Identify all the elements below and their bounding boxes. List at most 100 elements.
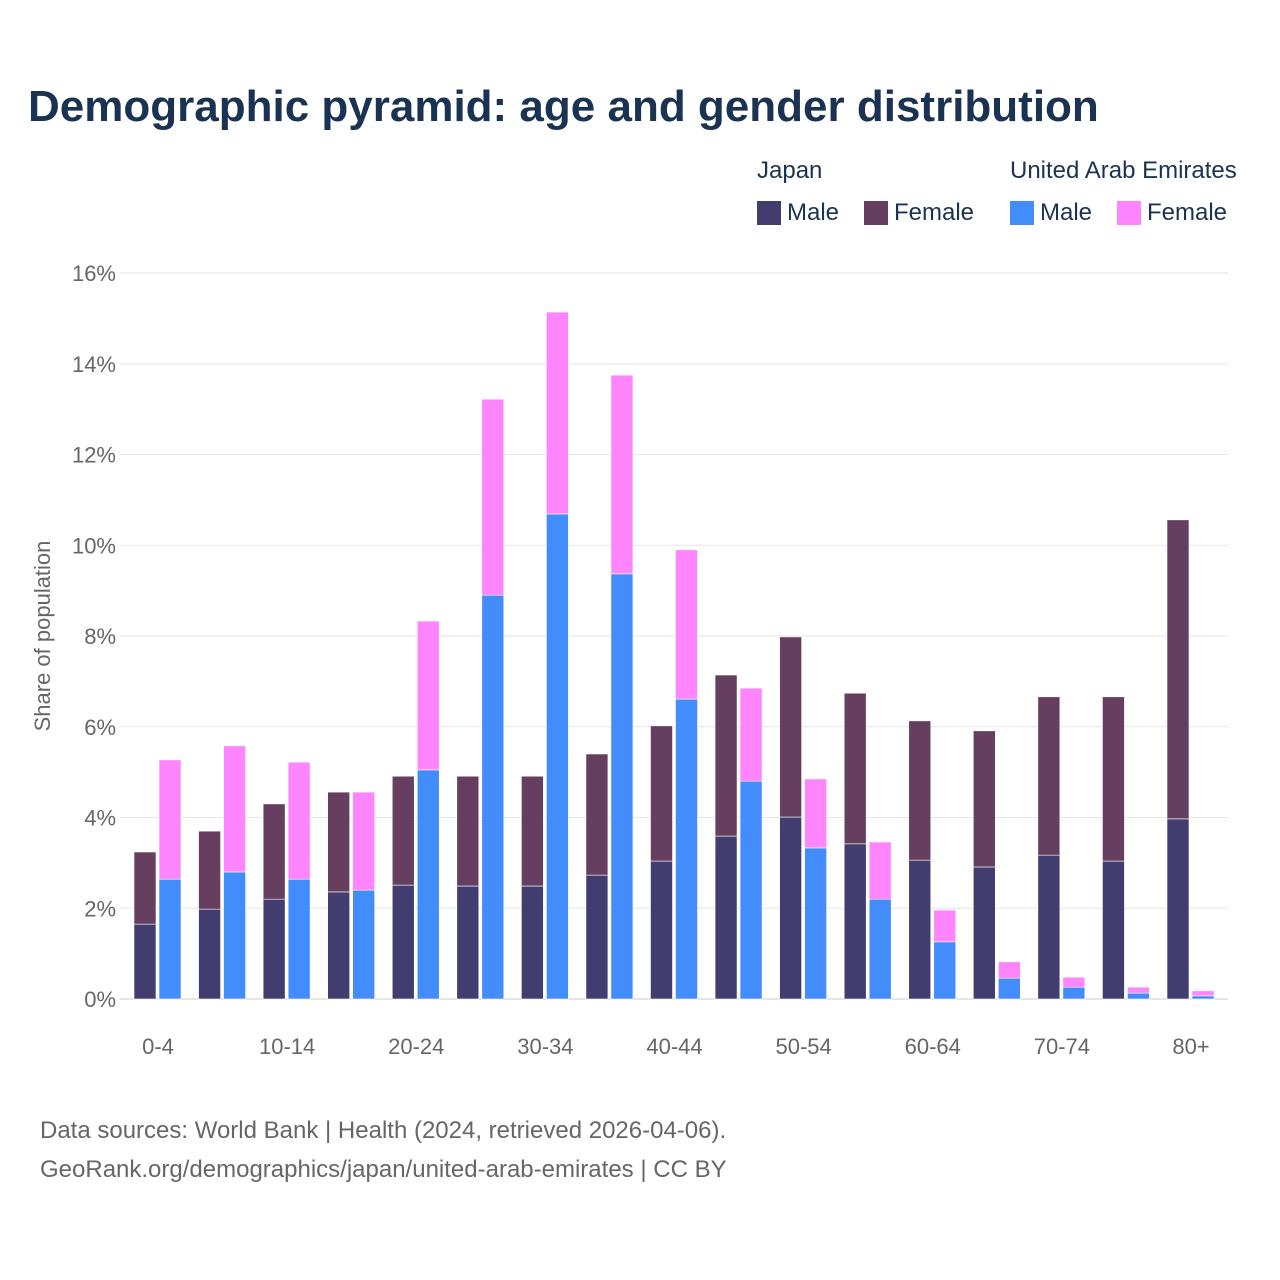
chart-title: Demographic pyramid: age and gender dist… (28, 82, 1099, 131)
bar-japan-female-15-19 (327, 791, 350, 893)
bar-japan-male-35-39 (585, 874, 609, 1000)
bar-japan-female-25-29 (456, 775, 480, 887)
bar-united-arab-emirates-male-60-64 (933, 941, 957, 1000)
bar-united-arab-emirates-male-10-14 (287, 878, 311, 1000)
bar-japan-female-70-74 (1037, 696, 1061, 856)
bar-united-arab-emirates-female-65-69 (998, 961, 1021, 979)
bar-japan-male-65-69 (973, 866, 996, 1000)
bar-united-arab-emirates-male-75-79 (1127, 992, 1150, 1000)
y-tick-label: 0% (84, 987, 116, 1012)
bar-japan-female-80+ (1166, 519, 1190, 820)
x-tick-label: 30-34 (517, 1034, 573, 1059)
legend-japan-female[interactable]: Female (864, 199, 974, 227)
y-tick-label: 16% (72, 261, 116, 286)
y-tick-label: 6% (84, 715, 116, 740)
bar-united-arab-emirates-male-80+ (1191, 995, 1215, 1000)
bar-united-arab-emirates-female-10-14 (287, 761, 311, 880)
bar-united-arab-emirates-female-25-29 (481, 398, 505, 596)
bar-japan-male-50-54 (779, 816, 802, 1000)
bar-japan-male-55-59 (843, 843, 867, 1000)
bar-united-arab-emirates-female-80+ (1191, 990, 1215, 997)
bar-united-arab-emirates-female-55-59 (868, 841, 892, 900)
y-axis-label: Share of population (30, 541, 55, 732)
bar-united-arab-emirates-male-35-39 (610, 573, 634, 1000)
legend-swatch (1117, 201, 1141, 225)
legend-uae-male[interactable]: Male (1010, 199, 1092, 227)
bar-japan-female-75-79 (1102, 696, 1125, 862)
x-tick-label: 10-14 (259, 1034, 315, 1059)
legend-label: Female (1147, 199, 1228, 226)
bar-united-arab-emirates-female-35-39 (610, 374, 634, 575)
bar-japan-female-55-59 (843, 692, 867, 845)
bar-japan-male-15-19 (327, 891, 350, 1000)
x-tick-label: 80+ (1172, 1034, 1209, 1059)
legend-label: Male (787, 199, 840, 226)
bar-united-arab-emirates-male-40-44 (675, 698, 698, 1000)
x-tick-label: 0-4 (142, 1034, 174, 1059)
bar-japan-female-0-4 (133, 851, 157, 925)
bar-japan-male-70-74 (1037, 854, 1061, 1000)
bar-united-arab-emirates-male-50-54 (804, 847, 827, 1000)
footer-sources: Data sources: World Bank | Health (2024,… (40, 1117, 727, 1144)
legend-label: Male (1040, 199, 1093, 226)
bar-united-arab-emirates-female-60-64 (933, 909, 957, 943)
y-tick-label: 14% (72, 352, 116, 377)
legend-group-uae: United Arab Emirates (1010, 157, 1237, 184)
bar-united-arab-emirates-female-20-24 (416, 620, 440, 771)
bar-united-arab-emirates-male-45-49 (739, 780, 763, 1000)
y-tick-label: 10% (72, 533, 116, 558)
bar-japan-female-65-69 (973, 730, 996, 868)
bar-united-arab-emirates-female-5-9 (223, 745, 246, 873)
bar-japan-male-30-34 (521, 885, 544, 1000)
bar-japan-male-10-14 (262, 898, 286, 1000)
bar-japan-male-40-44 (650, 860, 673, 1000)
y-tick-label: 2% (84, 896, 116, 921)
bar-japan-male-75-79 (1102, 860, 1125, 1000)
x-tick-label: 70-74 (1034, 1034, 1090, 1059)
bar-united-arab-emirates-female-30-34 (546, 311, 569, 515)
bar-japan-female-10-14 (262, 803, 286, 900)
y-tick-label: 4% (84, 806, 116, 831)
x-tick-label: 40-44 (646, 1034, 702, 1059)
bar-japan-female-5-9 (198, 830, 221, 910)
bar-united-arab-emirates-male-55-59 (868, 898, 892, 1000)
bar-united-arab-emirates-male-15-19 (352, 889, 375, 1000)
bar-united-arab-emirates-female-0-4 (158, 759, 182, 880)
bar-united-arab-emirates-female-45-49 (739, 687, 763, 782)
bar-japan-male-20-24 (391, 884, 415, 1000)
bar-united-arab-emirates-male-25-29 (481, 594, 505, 1000)
legend-swatch (757, 201, 781, 225)
legend-japan-male[interactable]: Male (757, 199, 839, 227)
legend-swatch (1010, 201, 1034, 225)
bar-japan-female-50-54 (779, 636, 802, 818)
x-tick-label: 50-54 (775, 1034, 831, 1059)
bar-united-arab-emirates-male-30-34 (546, 513, 569, 1000)
bar-united-arab-emirates-male-5-9 (223, 871, 246, 1000)
legend-group-japan: Japan (757, 157, 823, 184)
bar-japan-male-5-9 (198, 908, 221, 1000)
bar-japan-male-80+ (1166, 818, 1190, 1000)
x-tick-label: 60-64 (905, 1034, 961, 1059)
y-tick-label: 12% (72, 443, 116, 468)
bar-united-arab-emirates-male-65-69 (998, 977, 1021, 1000)
bar-japan-male-0-4 (133, 923, 157, 1000)
bar-japan-male-60-64 (908, 859, 932, 1000)
bar-united-arab-emirates-male-0-4 (158, 878, 182, 1000)
bar-japan-female-20-24 (391, 775, 415, 886)
bar-united-arab-emirates-female-15-19 (352, 791, 375, 891)
bar-japan-female-60-64 (908, 720, 932, 861)
bar-united-arab-emirates-male-20-24 (416, 769, 440, 1000)
bar-japan-male-25-29 (456, 885, 480, 1000)
bar-japan-female-30-34 (521, 775, 544, 887)
x-tick-label: 20-24 (388, 1034, 444, 1059)
bar-united-arab-emirates-female-50-54 (804, 778, 827, 849)
footer-credit: GeoRank.org/demographics/japan/united-ar… (40, 1156, 727, 1183)
bar-united-arab-emirates-female-75-79 (1127, 986, 1150, 994)
bar-united-arab-emirates-female-70-74 (1062, 976, 1086, 988)
bar-japan-female-35-39 (585, 753, 609, 876)
bar-united-arab-emirates-female-40-44 (675, 549, 698, 700)
bar-japan-female-45-49 (714, 674, 738, 837)
y-tick-label: 8% (84, 624, 116, 649)
legend-uae-female[interactable]: Female (1117, 199, 1227, 227)
